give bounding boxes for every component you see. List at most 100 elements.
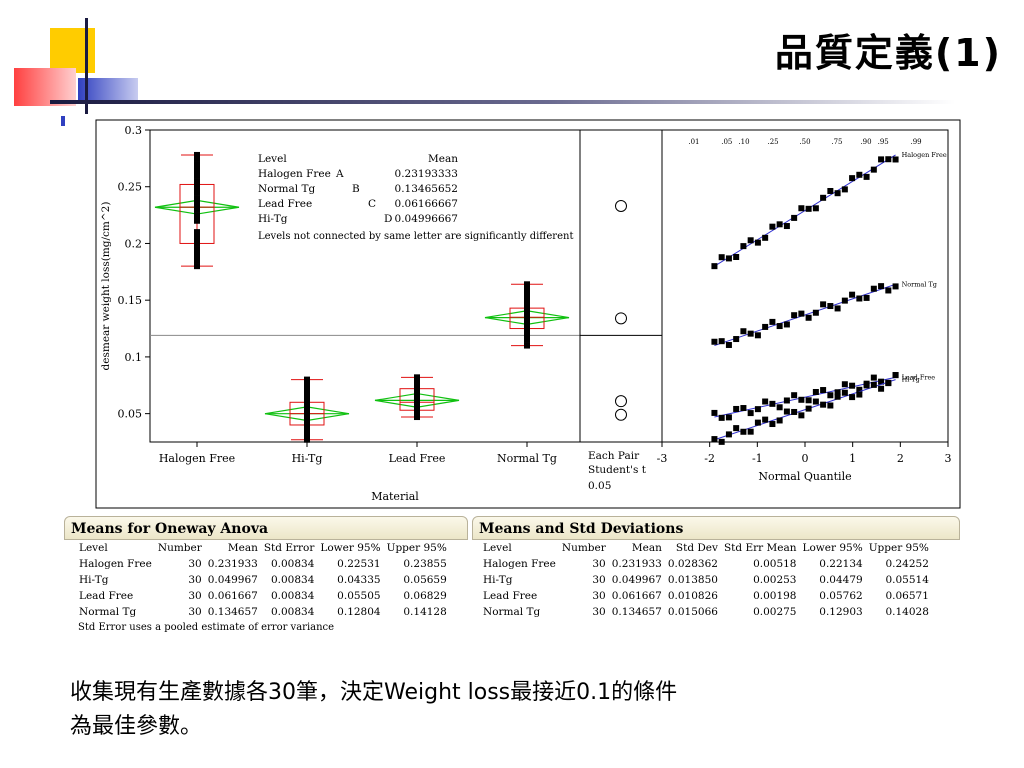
data-point <box>783 223 790 230</box>
deco-small-bar <box>61 116 65 126</box>
y-tick-label: 0.05 <box>118 408 143 421</box>
data-point <box>718 414 725 421</box>
table-cell: 0.22134 <box>819 558 863 570</box>
data-point <box>194 240 200 247</box>
table-cell: Hi-Tg <box>79 574 109 586</box>
table-cell: Halogen Free <box>79 558 152 570</box>
column-header: Lower 95% <box>320 542 381 554</box>
table-header-row: Level Number Mean Std Dev Std Err Mean Lower … <box>480 540 932 556</box>
data-point <box>827 402 834 409</box>
table-cell: Halogen Free <box>483 558 556 570</box>
data-point <box>791 312 798 319</box>
data-point <box>524 328 530 335</box>
data-point <box>725 255 732 262</box>
table-cell: 0.00834 <box>270 558 315 570</box>
data-point <box>798 412 805 419</box>
table-cell: 0.00198 <box>753 590 797 602</box>
table-cell: 0.061667 <box>611 590 662 602</box>
table-cell: 0.010826 <box>667 590 718 602</box>
data-point <box>769 400 776 407</box>
comparison-circle <box>615 408 627 421</box>
comparison-circle <box>615 395 627 408</box>
legend-mean: 0.04996667 <box>395 213 458 225</box>
column-header: Upper 95% <box>868 542 929 554</box>
anova-panel: Means for Oneway Anova Level Number Mean St… <box>64 516 468 633</box>
data-point <box>754 419 761 426</box>
table-cell: Normal Tg <box>483 606 541 618</box>
data-point <box>769 318 776 325</box>
legend-header-level: Level <box>258 153 287 165</box>
data-point <box>725 414 732 421</box>
conclusion-line-1: 收集現有生產數據各30筆，決定Weight loss最接近0.1的條件 <box>70 680 678 705</box>
comparison-label: Student's t <box>588 464 647 476</box>
legend-level: Halogen Free <box>258 168 331 180</box>
data-point <box>885 287 892 294</box>
comparison-circle <box>615 200 627 213</box>
data-point <box>805 405 812 412</box>
table-cell: 0.061667 <box>207 590 258 602</box>
table-cell: 0.00518 <box>753 558 797 570</box>
data-point <box>194 263 200 270</box>
data-point <box>791 392 798 399</box>
probability-tick-label: .75 <box>831 138 842 146</box>
data-point <box>885 156 892 163</box>
table-cell: 30 <box>592 606 606 618</box>
table-cell: 0.231933 <box>611 558 662 570</box>
x-tick-label: -1 <box>752 452 763 465</box>
data-point <box>776 221 783 228</box>
data-point <box>791 214 798 221</box>
table-row: Halogen Free 30 0.231933 0.00834 0.22531 0.23… <box>76 556 450 572</box>
data-point <box>834 190 841 197</box>
data-point <box>194 257 200 264</box>
data-point <box>878 283 885 290</box>
table-cell: 0.013850 <box>667 574 718 586</box>
table-row: Lead Free 30 0.061667 0.00834 0.05505 0.06829 <box>76 588 450 604</box>
data-point <box>194 155 200 162</box>
data-point <box>798 396 805 403</box>
page-title: 品質定義(1) <box>774 31 1002 75</box>
data-point <box>798 205 805 212</box>
table-cell: 0.00834 <box>270 606 315 618</box>
table-header-row: Level Number Mean Std Error Lower 95% Upper 9… <box>76 540 450 556</box>
data-point <box>304 401 310 408</box>
quantile-series-normal-tg: Normal Tg <box>711 280 937 348</box>
data-point <box>304 387 310 394</box>
data-point <box>740 405 747 412</box>
data-point <box>524 281 530 288</box>
x-tick-label: -2 <box>704 452 715 465</box>
table-cell: 0.00834 <box>270 590 315 602</box>
comparison-circle <box>615 312 627 325</box>
data-point <box>725 431 732 438</box>
deco-yellow-block <box>50 28 95 73</box>
data-point <box>762 323 769 330</box>
data-point <box>304 419 310 426</box>
legend-letter: C <box>368 198 376 210</box>
data-point <box>841 186 848 193</box>
data-point <box>733 405 740 412</box>
data-point <box>414 387 420 394</box>
data-point <box>194 178 200 185</box>
data-point <box>524 291 530 298</box>
data-point <box>863 173 870 180</box>
data-point <box>304 382 310 389</box>
data-point <box>892 156 899 163</box>
probability-tick-label: .50 <box>799 138 810 146</box>
data-point <box>414 384 420 391</box>
table-cell: 0.04335 <box>337 574 381 586</box>
data-point <box>754 406 761 413</box>
data-point <box>414 381 420 388</box>
legend-mean: 0.06166667 <box>395 198 458 210</box>
data-point <box>783 408 790 415</box>
table-row: Hi-Tg 30 0.049967 0.00834 0.04335 0.05659 <box>76 572 450 588</box>
column-header: Mean <box>227 542 258 554</box>
group-normal-tg <box>484 281 570 349</box>
x-axis-label: Material <box>371 490 419 503</box>
table-cell: 30 <box>188 558 202 570</box>
table-cell: 0.231933 <box>207 558 258 570</box>
x-tick-label: 0 <box>802 452 809 465</box>
data-point <box>414 410 420 417</box>
x-tick-label: -3 <box>657 452 668 465</box>
series-label: Halogen Free <box>902 151 947 159</box>
data-point <box>878 385 885 392</box>
stddev-title: Means and Std Deviations <box>472 516 960 540</box>
